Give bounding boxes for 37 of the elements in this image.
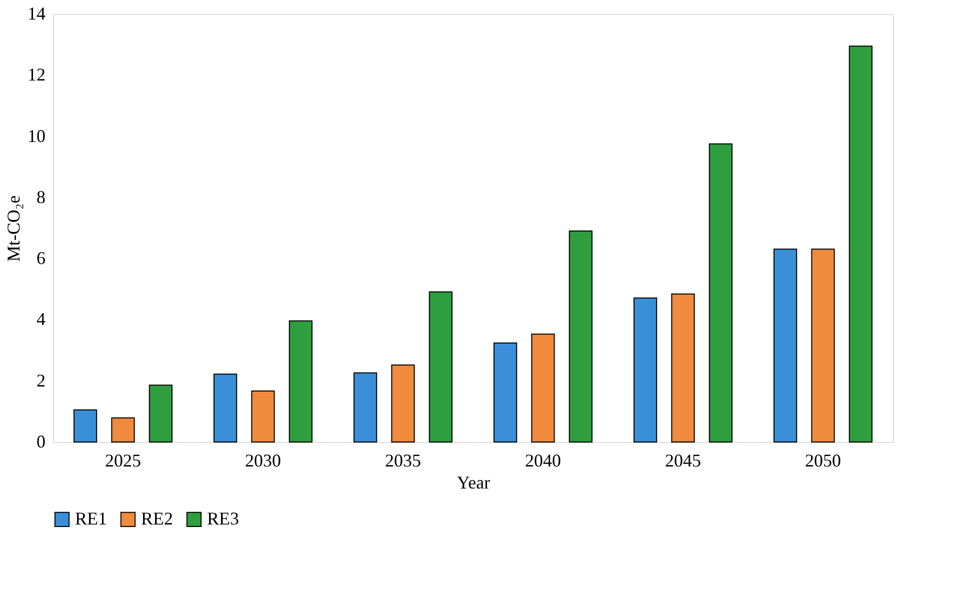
y-tick-label: 6 <box>36 248 46 268</box>
y-tick-label: 2 <box>36 370 46 390</box>
x-axis-title: Year <box>456 472 490 492</box>
bar <box>671 294 695 442</box>
bar <box>111 417 135 442</box>
bar <box>74 409 98 442</box>
bar <box>811 248 835 442</box>
x-tick-label: 2045 <box>665 450 701 470</box>
y-tick-label: 4 <box>36 309 46 330</box>
bar <box>531 334 555 442</box>
bar <box>428 291 452 442</box>
bar <box>391 364 415 442</box>
x-tick-label: 2030 <box>245 450 281 470</box>
y-tick-label: 10 <box>28 126 46 146</box>
x-tick-label: 2040 <box>525 450 561 470</box>
legend-label: RE1 <box>75 508 108 528</box>
y-axis-title: Mt-CO₂e <box>4 195 24 262</box>
bar <box>494 342 518 442</box>
x-tick-label: 2035 <box>385 450 421 470</box>
x-tick-label: 2050 <box>805 450 841 470</box>
y-tick-label: 8 <box>36 186 46 207</box>
y-tick-label: 14 <box>28 4 46 24</box>
bar <box>568 230 592 442</box>
x-tick-label: 2025 <box>105 450 141 470</box>
bar <box>708 143 732 442</box>
bar <box>288 320 312 442</box>
legend-label: RE2 <box>141 508 174 528</box>
y-tick-label: 12 <box>28 64 46 85</box>
bar <box>214 374 238 442</box>
bar <box>354 372 378 442</box>
legend-label: RE3 <box>207 508 240 528</box>
bar <box>148 384 172 442</box>
bar <box>848 46 872 442</box>
bar <box>251 390 275 442</box>
bar <box>634 298 658 442</box>
y-tick-label: 0 <box>36 432 46 452</box>
bar <box>774 248 798 442</box>
